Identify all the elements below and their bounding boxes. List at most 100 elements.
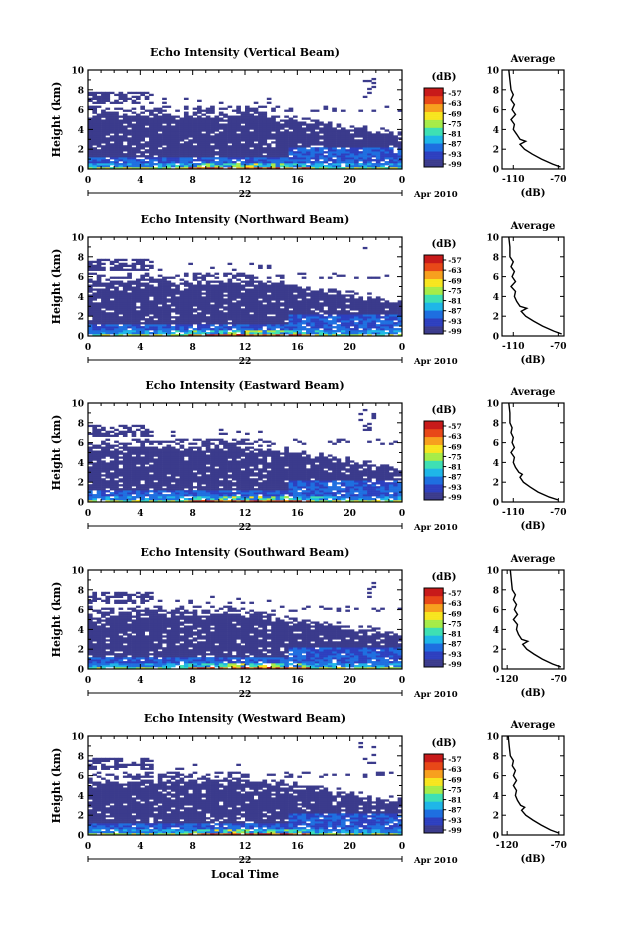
heatmap-cell	[157, 153, 163, 156]
heatmap-cell	[105, 446, 111, 449]
heatmap-cell	[362, 153, 368, 156]
heatmap-cell	[197, 111, 202, 114]
heatmap-cell	[144, 133, 150, 136]
heatmap-cell	[240, 292, 246, 295]
heatmap-cell	[197, 141, 202, 144]
heatmap-cell	[114, 432, 119, 435]
heatmap-cell	[284, 147, 289, 150]
heatmap-cell	[88, 143, 93, 146]
heatmap-cell	[109, 280, 115, 283]
heatmap-cell	[109, 137, 115, 140]
heatmap-cell	[367, 159, 372, 162]
heatmap-cell	[362, 137, 368, 140]
heatmap-cell	[349, 147, 355, 150]
heatmap-cell	[288, 318, 294, 321]
heatmap-cell	[88, 147, 93, 150]
heatmap-cell	[192, 276, 198, 279]
heatmap-cell	[310, 312, 316, 315]
heatmap-cell	[323, 296, 329, 299]
heatmap-cell	[175, 462, 180, 465]
heatmap-cell	[114, 141, 119, 144]
heatmap-cell	[314, 294, 320, 297]
heatmap-cell	[88, 155, 93, 158]
heatmap-cell	[101, 147, 106, 150]
heatmap-cell	[101, 488, 106, 491]
heatmap-cell	[245, 328, 250, 331]
heatmap-cell	[371, 167, 377, 170]
heatmap-cell	[197, 290, 202, 293]
heatmap-cell	[135, 488, 141, 491]
heatmap-cell	[101, 442, 106, 445]
heatmap-cell	[122, 328, 128, 331]
heatmap-cell	[354, 292, 359, 295]
heatmap-cell	[88, 298, 93, 301]
heatmap-cell	[205, 167, 211, 170]
heatmap-cell	[332, 129, 337, 132]
heatmap-cell	[197, 135, 202, 138]
heatmap-cell	[192, 294, 198, 297]
heatmap-cell	[122, 306, 128, 309]
heatmap-cell	[362, 246, 368, 250]
heatmap-cell	[135, 314, 141, 317]
heatmap-cell	[101, 163, 106, 166]
heatmap-cell	[336, 306, 342, 309]
heatmap-cell	[166, 480, 172, 483]
heatmap-cell	[88, 486, 93, 489]
heatmap-cell	[292, 320, 298, 323]
heatmap-cell	[131, 294, 137, 297]
heatmap-cell	[266, 159, 272, 162]
heatmap-cell	[105, 286, 111, 289]
heatmap-cell	[162, 109, 167, 112]
heatmap-cell	[258, 304, 263, 307]
colorbar-segment	[424, 137, 444, 140]
heatmap-cell	[101, 135, 106, 138]
heatmap-cell	[170, 310, 176, 313]
heatmap-cell	[175, 125, 180, 128]
heatmap-cell	[310, 149, 316, 152]
heatmap-cell	[231, 330, 237, 333]
heatmap-cell	[162, 304, 167, 307]
heatmap-cell	[327, 298, 333, 301]
heatmap-cell	[205, 139, 211, 142]
heatmap-cell	[210, 306, 215, 309]
heatmap-cell	[122, 284, 128, 287]
heatmap-cell	[175, 324, 180, 327]
heatmap-cell	[114, 314, 119, 317]
heatmap-cell	[223, 488, 228, 491]
heatmap-cell	[135, 143, 141, 146]
heatmap-cell	[127, 462, 132, 465]
heatmap-cell	[266, 304, 272, 307]
heatmap-cell	[227, 137, 233, 140]
heatmap-cell	[118, 494, 124, 497]
heatmap-cell	[218, 494, 224, 497]
heatmap-cell	[157, 137, 163, 140]
heatmap-cell	[197, 127, 202, 130]
heatmap-cell	[114, 488, 119, 491]
heatmap-cell	[122, 304, 128, 307]
heatmap-cell	[223, 113, 228, 116]
heatmap-cell	[292, 143, 298, 146]
heatmap-cell	[214, 316, 220, 319]
heatmap-cell	[205, 480, 211, 483]
heatmap-cell	[336, 153, 342, 156]
heatmap-cell	[354, 298, 359, 301]
heatmap-cell	[149, 482, 154, 485]
heatmap-cell	[227, 133, 233, 136]
heatmap-cell	[153, 145, 159, 148]
heatmap-cell	[262, 163, 268, 166]
x-tick-label: 12	[239, 176, 252, 186]
heatmap-cell	[96, 292, 102, 295]
heatmap-cell	[288, 135, 294, 138]
heatmap-cell	[92, 129, 98, 132]
heatmap-cell	[144, 484, 150, 487]
heatmap-cell	[183, 484, 189, 487]
heatmap-cell	[105, 452, 111, 455]
heatmap-cell	[205, 286, 211, 289]
heatmap-cell	[114, 276, 119, 279]
heatmap-cell	[179, 157, 185, 160]
heatmap-cell	[271, 312, 276, 315]
heatmap-cell	[306, 322, 311, 325]
heatmap-cell	[258, 284, 263, 287]
heatmap-cell	[179, 127, 185, 130]
heatmap-cell	[114, 298, 119, 301]
